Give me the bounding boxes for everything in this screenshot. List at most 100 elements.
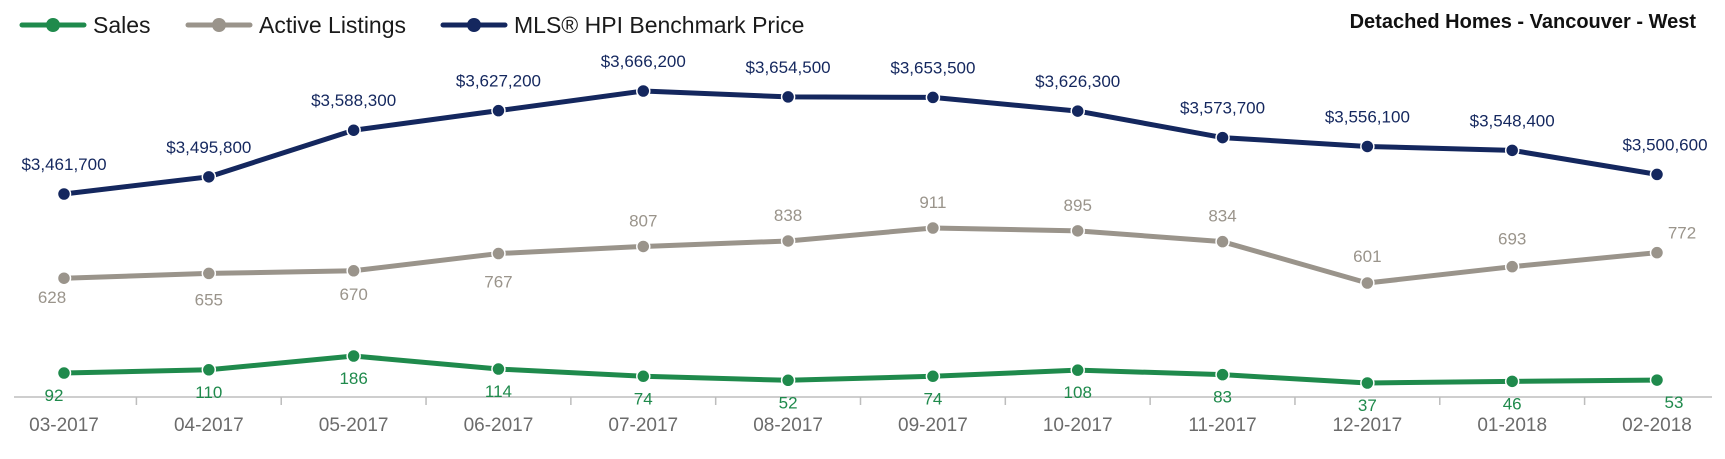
data-label: $3,556,100 xyxy=(1325,107,1410,126)
x-tick-label: 09-2017 xyxy=(898,415,968,436)
series-line xyxy=(61,353,1660,386)
data-point xyxy=(1360,275,1375,291)
x-tick-label: 05-2017 xyxy=(319,415,389,436)
data-point xyxy=(1070,362,1085,378)
data-label: $3,495,800 xyxy=(166,138,251,157)
x-tick-label: 03-2017 xyxy=(29,415,99,436)
data-point xyxy=(1649,167,1665,182)
data-label: 628 xyxy=(38,288,66,307)
data-point xyxy=(1504,374,1520,389)
data-label: $3,548,400 xyxy=(1470,111,1555,130)
series-active-listings: 628 655 670 767 807 838 911 895 834 601 693 772 xyxy=(38,193,1696,309)
legend-label: MLS® HPI Benchmark Price xyxy=(514,12,804,38)
data-label: 46 xyxy=(1503,394,1522,413)
data-point xyxy=(56,365,72,381)
x-tick-label: 07-2017 xyxy=(608,415,678,436)
data-point xyxy=(346,348,361,364)
data-point xyxy=(1215,234,1230,249)
data-point xyxy=(346,263,361,279)
data-label: 37 xyxy=(1358,396,1377,415)
x-axis: 03-2017 04-2017 05-2017 06-2017 07-2017 08-20… xyxy=(14,396,1712,436)
data-label: 772 xyxy=(1668,224,1696,243)
data-point xyxy=(1649,372,1665,388)
data-point xyxy=(925,220,941,236)
legend-swatch-marker xyxy=(212,18,226,32)
data-point xyxy=(491,103,506,118)
x-tick-label: 02-2018 xyxy=(1622,415,1692,436)
series-mls-hpi-benchmark-price: $3,461,700 $3,495,800 $3,588,300 $3,627,200… xyxy=(21,52,1708,202)
data-label: 601 xyxy=(1353,247,1381,266)
legend-swatch-marker xyxy=(46,18,60,32)
data-label: 693 xyxy=(1498,230,1526,249)
data-point xyxy=(780,373,796,388)
data-point xyxy=(201,266,217,281)
data-point xyxy=(201,169,217,185)
data-point xyxy=(1504,143,1520,158)
series-sales: 92 110 186 114 74 52 74 108 83 37 46 53 xyxy=(45,348,1684,415)
data-label: $3,653,500 xyxy=(890,58,975,77)
data-point xyxy=(636,83,651,99)
data-label: $3,461,700 xyxy=(21,155,106,174)
data-point xyxy=(1215,130,1230,145)
data-point xyxy=(1070,103,1085,119)
x-tick-label: 04-2017 xyxy=(174,415,244,436)
data-label: 895 xyxy=(1064,196,1092,215)
data-point xyxy=(925,90,941,105)
data-point xyxy=(1360,375,1375,391)
data-label: 52 xyxy=(779,393,798,412)
data-label: 108 xyxy=(1064,383,1092,402)
data-label: $3,626,300 xyxy=(1035,72,1120,91)
data-label: 186 xyxy=(339,369,367,388)
data-label: 655 xyxy=(195,290,223,309)
data-point xyxy=(1649,245,1665,260)
data-label: 807 xyxy=(629,211,657,230)
data-point xyxy=(780,233,796,249)
series-line xyxy=(61,225,1660,286)
data-point xyxy=(925,369,941,384)
data-label: 74 xyxy=(634,389,653,408)
legend: Sales Active Listings MLS® HPI Benchmark P… xyxy=(19,12,804,38)
data-label: 838 xyxy=(774,206,802,225)
data-point xyxy=(636,369,651,384)
data-label: $3,573,700 xyxy=(1180,99,1265,118)
data-label: 92 xyxy=(45,386,64,405)
data-label: 767 xyxy=(484,273,512,292)
legend-label: Active Listings xyxy=(259,12,406,38)
legend-swatch-marker xyxy=(467,18,481,32)
data-label: 114 xyxy=(485,382,512,401)
data-label: $3,627,200 xyxy=(456,72,541,91)
data-point xyxy=(346,122,361,138)
data-label: 670 xyxy=(339,285,367,304)
x-tick-label: 10-2017 xyxy=(1043,415,1113,436)
data-point xyxy=(56,270,72,286)
series-line xyxy=(61,88,1660,197)
x-tick-label: 06-2017 xyxy=(464,415,534,436)
x-tick-label: 11-2017 xyxy=(1188,415,1256,436)
x-tick-label: 08-2017 xyxy=(753,415,823,436)
data-point xyxy=(1504,259,1520,274)
data-point xyxy=(491,361,506,377)
series-layer: 92 110 186 114 74 52 74 108 83 37 46 53 628 655 670 767… xyxy=(21,52,1707,415)
data-point xyxy=(1360,139,1375,154)
data-label: 110 xyxy=(195,383,222,402)
data-label: $3,666,200 xyxy=(601,52,686,71)
data-point xyxy=(780,89,796,105)
data-point xyxy=(201,362,217,378)
legend-label: Sales xyxy=(93,12,151,38)
data-label: 53 xyxy=(1665,393,1684,412)
data-label: $3,500,600 xyxy=(1622,135,1707,154)
x-tick-label: 12-2017 xyxy=(1332,415,1402,436)
data-label: $3,654,500 xyxy=(746,58,831,77)
data-label: 834 xyxy=(1208,207,1236,226)
data-label: 911 xyxy=(919,193,946,212)
data-point xyxy=(636,239,651,254)
data-point xyxy=(1070,223,1085,239)
x-tick-label: 01-2018 xyxy=(1477,415,1547,436)
data-point xyxy=(1215,367,1230,382)
data-point xyxy=(56,186,72,202)
data-point xyxy=(491,246,506,261)
chart-title: Detached Homes - Vancouver - West xyxy=(1350,11,1697,33)
data-label: 74 xyxy=(923,389,942,408)
data-label: $3,588,300 xyxy=(311,91,396,110)
